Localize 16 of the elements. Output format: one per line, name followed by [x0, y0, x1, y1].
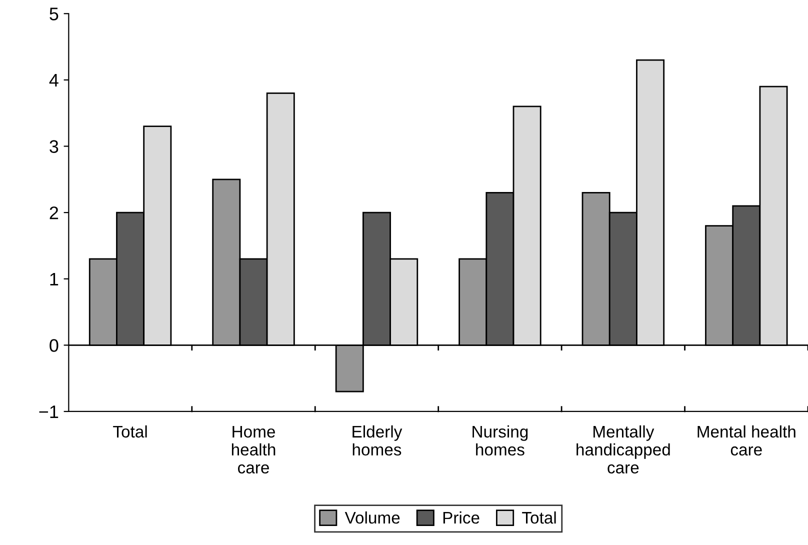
x-tick-label: Mentally handicapped care	[576, 425, 670, 474]
x-tick-label: Nursing homes	[472, 425, 528, 456]
y-tick-label: 3	[50, 140, 58, 153]
x-tick-label: Total	[113, 425, 147, 438]
legend-label: Total	[522, 511, 556, 524]
y-tick-label: 5	[50, 8, 58, 20]
x-tick-label: Elderly homes	[352, 425, 402, 456]
x-tick-label: Mental health care	[698, 425, 796, 456]
y-tick-label: 0	[50, 339, 58, 352]
y-tick-label: 1	[50, 272, 58, 286]
x-tick-label: Home health care	[232, 426, 276, 474]
legend-label: Price	[443, 511, 480, 524]
y-tick-label: 2	[50, 206, 58, 220]
legend-label: Volume	[344, 511, 400, 524]
y-tick-label: −1	[39, 406, 58, 418]
y-tick-label: 4	[49, 74, 58, 86]
